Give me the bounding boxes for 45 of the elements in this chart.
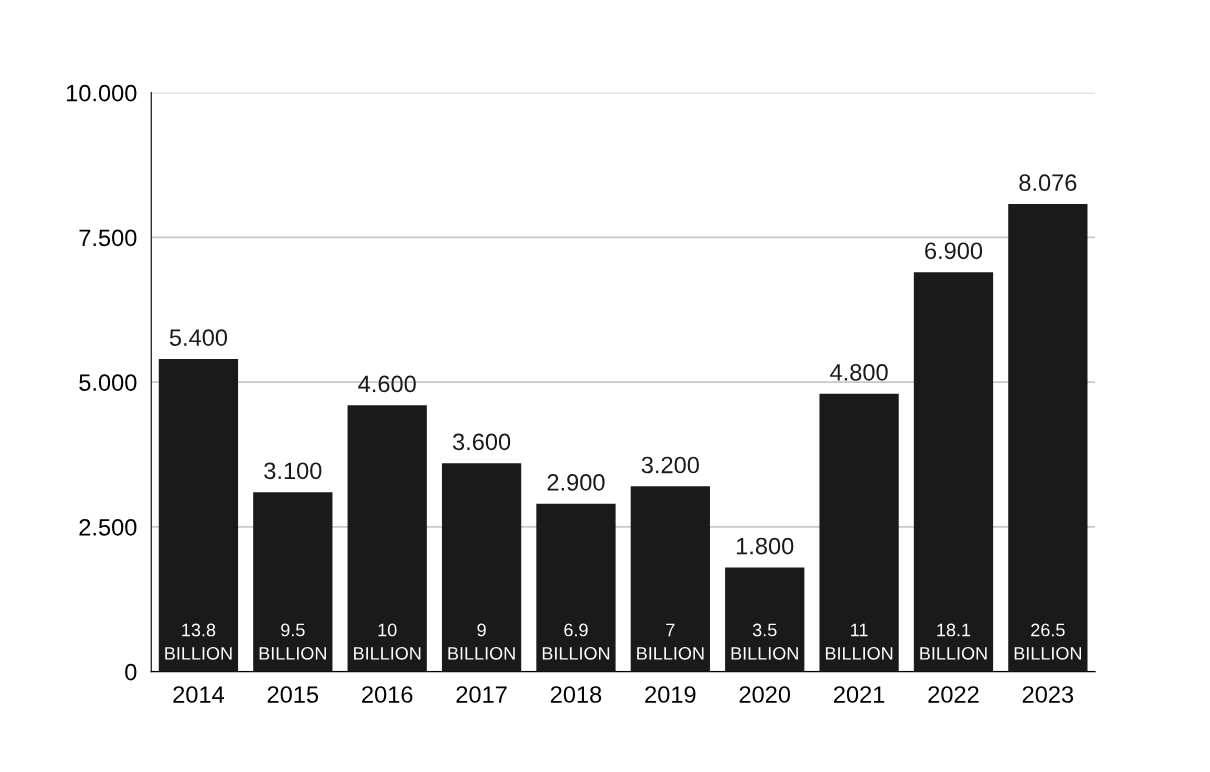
data-label: 3.600 [452, 433, 511, 451]
annotation: 10 BILLION [354, 623, 421, 660]
annotation: 13.8 BILLION [165, 623, 232, 660]
bar [630, 486, 710, 672]
bar [819, 393, 899, 672]
bar [158, 358, 239, 672]
x-tick-label: 2016 [362, 686, 413, 703]
bar [725, 567, 805, 672]
bar [913, 272, 994, 672]
bar [347, 405, 427, 672]
x-tick-label: 2023 [1022, 686, 1074, 703]
data-label: 4.600 [358, 375, 416, 393]
annotation: 11 BILLION [825, 623, 893, 660]
x-tick-label: 2019 [645, 686, 696, 703]
data-label: 5.400 [169, 329, 228, 346]
bar [536, 503, 616, 672]
y-tick-label: 0 [125, 663, 137, 681]
x-tick-label: 2017 [456, 686, 507, 703]
data-label: 3.200 [641, 456, 699, 474]
x-tick-label: 2020 [739, 686, 791, 703]
bar [1008, 204, 1088, 672]
x-tick-label: 2021 [834, 686, 885, 703]
x-tick-label: 2014 [173, 686, 225, 703]
data-label: 4.800 [830, 364, 888, 381]
x-tick-label: 2015 [267, 686, 319, 703]
annotation: 9 BILLION [448, 623, 515, 660]
annotation: 26.5 BILLION [1014, 623, 1082, 660]
annotation: 6.9 BILLION [542, 623, 610, 660]
y-tick-label: 2.500 [79, 518, 137, 536]
data-label: 3.100 [264, 462, 322, 480]
data-label: 6.900 [925, 242, 983, 260]
y-tick-label: 10.000 [66, 84, 137, 102]
annotation: 7 BILLION [637, 623, 704, 660]
bar [441, 463, 522, 672]
x-tick-label: 2022 [928, 686, 979, 703]
data-label: 8.076 [1019, 174, 1077, 192]
x-tick-label: 2018 [550, 686, 602, 703]
bar [253, 492, 333, 672]
data-label: 2.900 [547, 474, 605, 491]
annotation: 9.5 BILLION [259, 623, 326, 660]
data-label: 1.800 [736, 537, 794, 555]
annotation: 3.5 BILLION [731, 623, 798, 660]
y-tick-label: 7.500 [79, 229, 137, 247]
annotation: 18.1 BILLION [920, 623, 987, 660]
y-tick-label: 5.000 [79, 374, 137, 391]
